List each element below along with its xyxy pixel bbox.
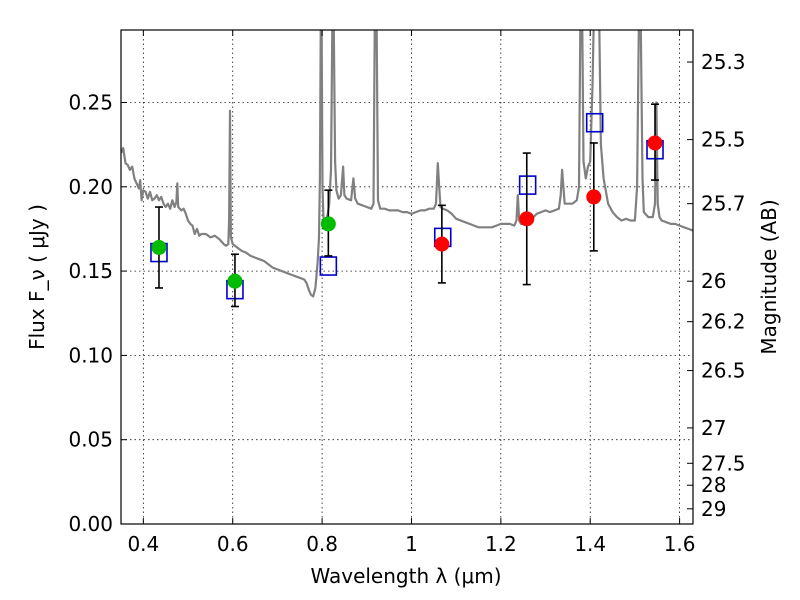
circle-marker [320, 216, 336, 232]
y-tick-label: 0.25 [68, 90, 113, 114]
y-tick-label: 0.05 [68, 428, 113, 452]
right-tick-label: 27.5 [701, 451, 746, 475]
circle-marker [586, 189, 602, 205]
data-points [150, 103, 664, 308]
plot-frame [120, 29, 694, 525]
right-tick-label: 25.5 [701, 128, 746, 152]
x-tick-label: 1.2 [485, 532, 517, 556]
circle-marker [227, 273, 243, 289]
right-axis-label: Magnitude (AB) [757, 199, 781, 354]
x-tick-label: 0.6 [217, 532, 249, 556]
model-spectrum [121, 30, 693, 298]
y-tick-label: 0.20 [68, 175, 113, 199]
x-tick-label: 0.8 [306, 532, 338, 556]
square-marker [518, 175, 537, 195]
x-tick-label: 1 [405, 532, 418, 556]
right-tick-label: 26.2 [701, 310, 746, 334]
right-tick-label: 26.5 [701, 359, 746, 383]
y-axis-label: Flux F_ν ( μJy ) [25, 204, 49, 350]
axis-ticks: 0.4 0.6 0.8 1 1.2 1.4 1.6 0.00 0.05 0.10 0.15 0.20 0… [68, 30, 746, 556]
square-marker [585, 112, 604, 133]
right-tick-label: 25.7 [701, 192, 746, 216]
grid [121, 30, 693, 524]
x-tick-label: 1.4 [574, 532, 606, 556]
x-axis-label: Wavelength λ (μm) [310, 564, 501, 588]
circle-marker [434, 236, 450, 252]
x-tick-label: 0.4 [127, 532, 159, 556]
right-tick-label: 25.3 [701, 50, 746, 74]
right-tick-label: 26 [701, 269, 726, 293]
square-marker [319, 256, 338, 276]
circle-marker [151, 239, 167, 255]
x-tick-label: 1.6 [664, 532, 696, 556]
y-tick-label: 0.15 [68, 259, 113, 283]
right-tick-label: 28 [701, 473, 726, 497]
y-tick-label: 0.10 [68, 343, 113, 367]
y-tick-label: 0.00 [68, 512, 113, 536]
right-tick-label: 27 [701, 416, 726, 440]
model-spectrum-line [121, 30, 693, 298]
circle-marker [647, 135, 663, 151]
circle-marker [519, 211, 535, 227]
right-tick-label: 29 [701, 497, 726, 521]
